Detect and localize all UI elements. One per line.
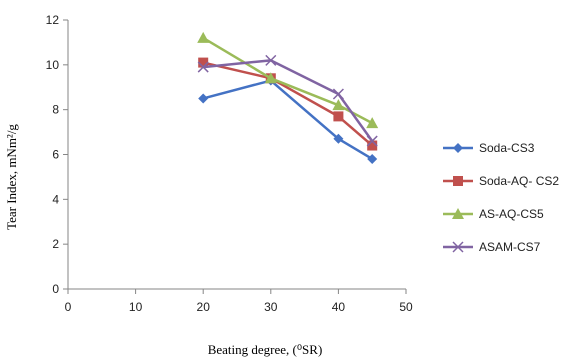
x-axis-title: Beating degree, (⁰SR) xyxy=(208,342,323,357)
legend-item: AS-AQ-CS5 xyxy=(443,207,544,221)
x-tick-label: 20 xyxy=(197,300,211,314)
data-point xyxy=(198,57,209,68)
x-tick-label: 40 xyxy=(332,300,346,314)
y-tick-label: 6 xyxy=(52,148,59,162)
legend-marker xyxy=(453,176,463,186)
data-point xyxy=(332,99,345,111)
marker-stroke xyxy=(452,241,464,253)
legend: Soda-CS3 Soda-AQ- CS2 AS-AQ-CS5 ASAM-CS7 xyxy=(443,141,559,254)
legend-marker xyxy=(453,143,463,153)
y-tick-label: 4 xyxy=(52,192,59,206)
data-point xyxy=(265,54,277,66)
data-point xyxy=(367,140,378,151)
legend-label: AS-AQ-CS5 xyxy=(479,207,544,221)
x-tick-label: 50 xyxy=(399,300,413,314)
series-line xyxy=(203,59,374,142)
marker-stroke xyxy=(332,88,344,100)
series-soda-aq-cs2 xyxy=(198,57,378,151)
data-point xyxy=(367,153,378,164)
y-tick-label: 12 xyxy=(46,13,60,27)
legend-marker xyxy=(452,241,464,253)
axes: 0 2 4 6 8 10 12 0 10 20 30 40 50 xyxy=(46,13,413,314)
x-tick-label: 10 xyxy=(129,300,143,314)
y-tick-label: 0 xyxy=(52,282,59,296)
marker-stroke xyxy=(366,135,378,147)
legend-label: Soda-AQ- CS2 xyxy=(479,174,559,188)
y-tick-label: 10 xyxy=(46,58,60,72)
legend-item: Soda-AQ- CS2 xyxy=(443,174,559,188)
y-tick-label: 2 xyxy=(52,237,59,251)
marker-stroke xyxy=(197,61,209,73)
legend-item: Soda-CS3 xyxy=(443,141,535,155)
data-point xyxy=(332,88,344,100)
y-axis-title: Tear Index, mNm²/g xyxy=(4,124,19,230)
data-point xyxy=(264,72,277,84)
series-asam-cs7 xyxy=(197,54,378,147)
legend-marker xyxy=(452,208,464,219)
series-as-aq-cs5 xyxy=(197,31,379,129)
y-tick-label: 8 xyxy=(52,103,59,117)
series-line xyxy=(202,79,373,161)
marker-stroke xyxy=(265,54,277,66)
legend-item: ASAM-CS7 xyxy=(443,240,541,254)
data-point xyxy=(197,61,209,73)
x-tick-label: 0 xyxy=(65,300,72,314)
series-line xyxy=(202,61,374,147)
data-point xyxy=(366,135,378,147)
x-tick-label: 30 xyxy=(264,300,278,314)
data-point xyxy=(333,111,344,122)
legend-label: Soda-CS3 xyxy=(479,141,535,155)
series-line xyxy=(202,36,373,125)
data-point xyxy=(333,133,344,144)
series-group xyxy=(197,31,379,164)
data-point xyxy=(198,93,209,104)
data-point xyxy=(366,117,379,129)
legend-label: ASAM-CS7 xyxy=(479,240,541,254)
data-point xyxy=(197,31,210,43)
